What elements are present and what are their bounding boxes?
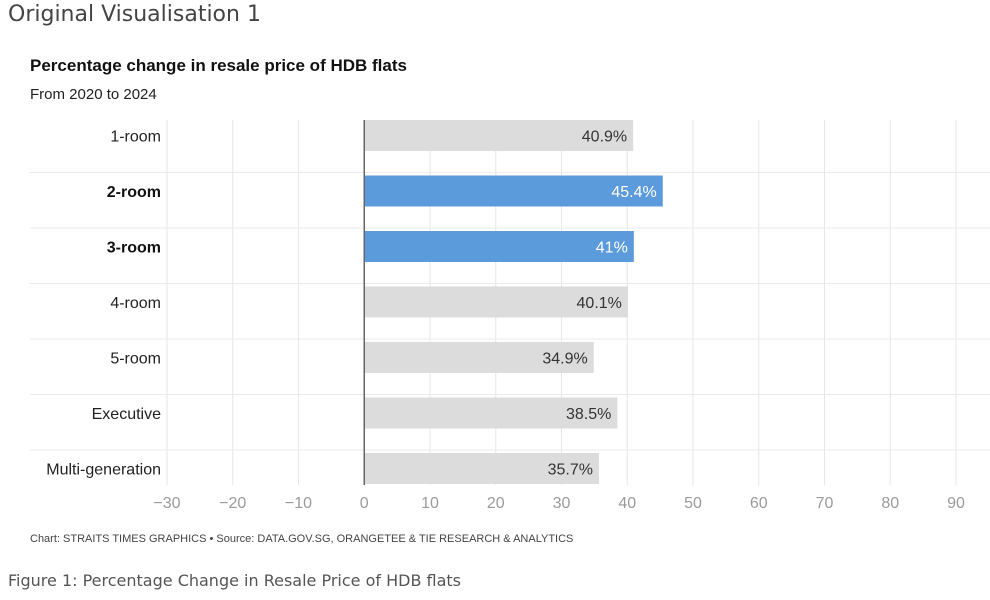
bar-3-room <box>364 231 634 262</box>
category-label: 5-room <box>110 351 161 368</box>
x-tick-label: 40 <box>618 495 636 512</box>
x-tick-label: 50 <box>684 495 702 512</box>
x-tick-label: 20 <box>487 495 505 512</box>
x-tick-label: 90 <box>947 495 965 512</box>
x-tick-label: −20 <box>219 495 246 512</box>
category-label: 3-room <box>107 240 161 257</box>
bar-multi-generation <box>364 453 599 484</box>
x-tick-label: 70 <box>816 495 834 512</box>
chart-subtitle: From 2020 to 2024 <box>30 86 157 103</box>
data-label: 34.9% <box>542 351 587 368</box>
data-label: 45.4% <box>611 184 656 201</box>
x-tick-label: −10 <box>285 495 312 512</box>
bar-4-room <box>364 286 628 318</box>
data-label: 38.5% <box>566 406 611 423</box>
chart-title: Percentage change in resale price of HDB… <box>30 56 407 75</box>
category-label: 4-room <box>110 295 161 312</box>
category-label: Executive <box>92 406 161 423</box>
data-label: 40.1% <box>577 295 622 312</box>
x-tick-label: 0 <box>360 495 369 512</box>
category-label: 2-room <box>107 184 161 201</box>
x-tick-label: 30 <box>553 495 571 512</box>
chart-credit: Chart: STRAITS TIMES GRAPHICS • Source: … <box>30 533 574 545</box>
category-label: Multi-generation <box>46 462 161 479</box>
bar-chart: 1-room 40.9% 2-room 45.4% 3-room 41% 4-room 40.… <box>30 120 990 512</box>
bar-1-room <box>364 120 634 151</box>
data-label: 41% <box>596 240 628 257</box>
category-label: 1-room <box>110 129 161 146</box>
figure-caption: Figure 1: Percentage Change in Resale Pr… <box>8 571 461 590</box>
page-heading: Original Visualisation 1 <box>8 2 261 27</box>
bar-executive <box>364 397 618 429</box>
x-tick-label: −30 <box>153 495 180 512</box>
bar-5-room <box>364 342 594 373</box>
x-tick-label: 60 <box>750 495 768 512</box>
bar-2-room <box>364 175 663 207</box>
x-tick-label: 80 <box>881 495 899 512</box>
data-label: 40.9% <box>582 129 627 146</box>
data-label: 35.7% <box>548 462 593 479</box>
x-tick-label: 10 <box>421 495 439 512</box>
